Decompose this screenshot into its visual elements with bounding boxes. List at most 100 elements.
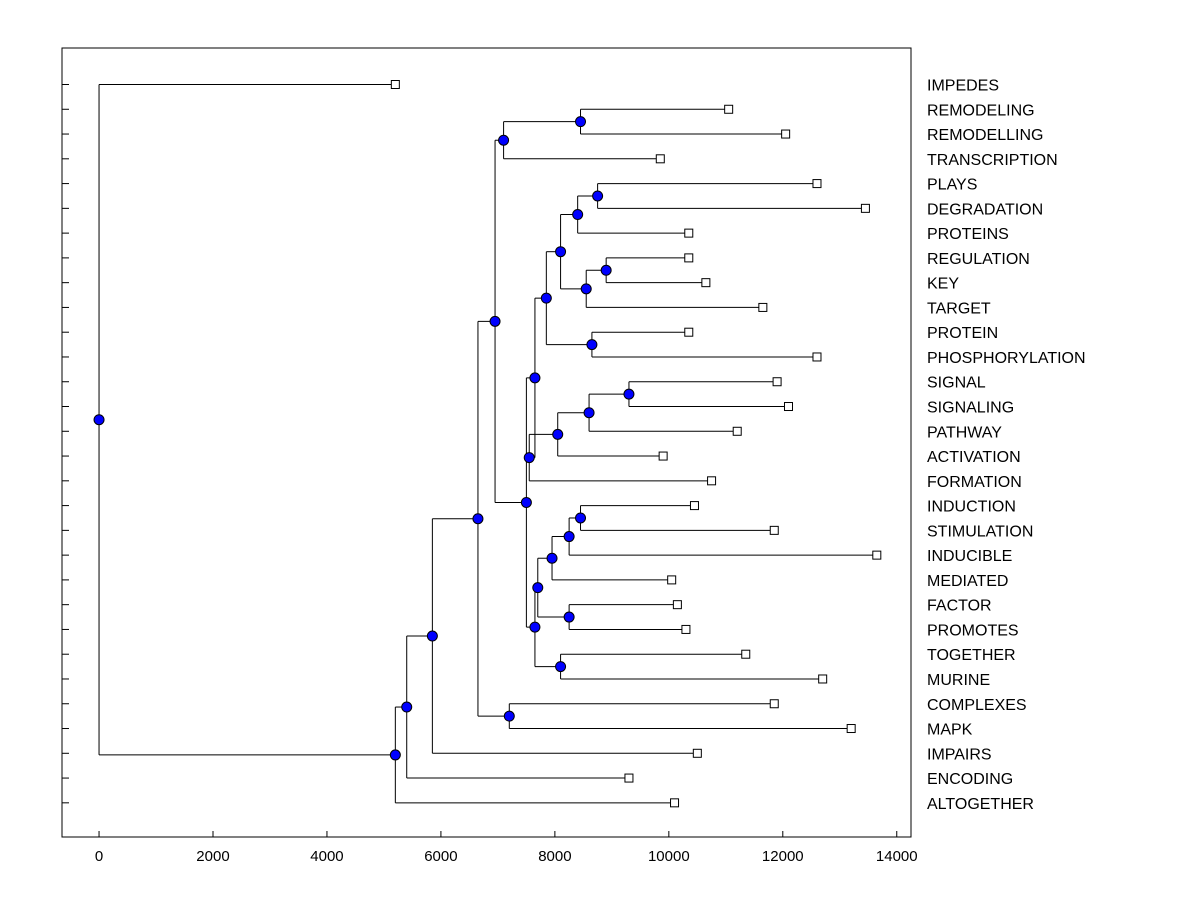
internal-node — [532, 582, 544, 594]
internal-node — [563, 531, 575, 543]
internal-node — [623, 388, 635, 400]
leaf-label: ENCODING — [927, 771, 1013, 788]
leaf-node — [769, 699, 779, 709]
leaf-node — [390, 80, 400, 89]
leaf-node — [667, 575, 677, 585]
leaf-label: PROTEIN — [927, 325, 998, 342]
leaf-node — [769, 525, 779, 535]
leaf-label: IMPAIRS — [927, 746, 992, 763]
leaf-label: MAPK — [927, 722, 973, 739]
leaf-label: DEGRADATION — [927, 201, 1043, 218]
leaf-label: REGULATION — [927, 251, 1030, 268]
internal-node — [592, 190, 604, 202]
leaf-node — [624, 773, 634, 783]
internal-node — [520, 496, 532, 508]
dendrogram-nodes — [93, 80, 882, 808]
leaf-label: SIGNALING — [927, 400, 1014, 417]
leaf-label: PROMOTES — [927, 622, 1019, 639]
leaf-node — [812, 179, 822, 189]
leaf-node — [684, 228, 694, 238]
leaf-label: REMODELLING — [927, 127, 1043, 144]
leaf-node — [701, 278, 711, 288]
internal-node — [389, 749, 401, 761]
internal-node — [540, 292, 552, 304]
x-tick-label: 2000 — [196, 848, 229, 865]
x-tick-label: 12000 — [762, 848, 804, 865]
y-ticks — [62, 84, 69, 804]
leaf-node — [783, 402, 793, 412]
leaf-label: TRANSCRIPTION — [927, 152, 1058, 169]
internal-node — [93, 414, 105, 426]
x-tick-label: 10000 — [648, 848, 690, 865]
internal-node — [555, 246, 567, 258]
leaf-label: IMPEDES — [927, 78, 999, 95]
leaf-node — [741, 649, 751, 659]
leaf-node — [818, 674, 828, 684]
leaf-node — [758, 302, 768, 312]
internal-node — [555, 661, 567, 673]
leaf-node — [732, 426, 742, 436]
leaf-label: TOGETHER — [927, 647, 1016, 664]
internal-node — [426, 630, 438, 642]
x-tick-label: 4000 — [310, 848, 343, 865]
internal-node — [552, 428, 564, 440]
internal-node — [572, 209, 584, 221]
leaf-label: COMPLEXES — [927, 697, 1027, 714]
leaf-node — [812, 352, 822, 362]
leaf-label: PATHWAY — [927, 424, 1002, 441]
leaf-node — [672, 600, 682, 610]
internal-node — [563, 611, 575, 623]
leaf-label: KEY — [927, 276, 959, 293]
leaf-label: PLAYS — [927, 177, 977, 194]
internal-node — [583, 407, 595, 419]
x-tick-label: 8000 — [538, 848, 571, 865]
internal-node — [575, 512, 587, 524]
internal-node — [586, 339, 598, 351]
leaf-node — [655, 154, 665, 164]
internal-node — [489, 315, 501, 327]
leaf-label: ACTIVATION — [927, 449, 1021, 466]
leaf-label: ALTOGETHER — [927, 796, 1034, 813]
internal-node — [546, 552, 558, 564]
leaf-label: INDUCIBLE — [927, 548, 1012, 565]
leaf-node — [724, 104, 734, 114]
plot-frame — [61, 47, 912, 838]
x-tick-label: 0 — [95, 848, 103, 865]
leaf-node — [689, 501, 699, 511]
internal-node — [529, 621, 541, 633]
internal-node — [472, 513, 484, 525]
leaf-label: FACTOR — [927, 598, 992, 615]
leaf-label: TARGET — [927, 300, 991, 317]
leaf-node — [684, 327, 694, 337]
leaf-label: MURINE — [927, 672, 990, 689]
leaf-label: STIMULATION — [927, 523, 1033, 540]
leaf-label: SIGNAL — [927, 375, 986, 392]
leaf-node — [692, 748, 702, 758]
leaf-label: PHOSPHORYLATION — [927, 350, 1086, 367]
internal-node — [600, 264, 612, 276]
leaf-labels: IMPEDES REMODELING REMODELLING TRANSCRIPTIO… — [927, 78, 1086, 813]
internal-node — [498, 134, 510, 146]
x-axis: 0 2000 4000 6000 8000 10000 12000 14000 — [95, 831, 918, 865]
leaf-node — [681, 624, 691, 634]
leaf-node — [872, 550, 882, 560]
leaf-node — [781, 129, 791, 139]
leaf-label: FORMATION — [927, 474, 1022, 491]
internal-node — [503, 710, 515, 722]
internal-node — [529, 372, 541, 384]
leaf-label: PROTEINS — [927, 226, 1009, 243]
internal-node — [575, 116, 587, 128]
leaf-node — [684, 253, 694, 263]
leaf-node — [860, 203, 870, 213]
leaf-node — [707, 476, 717, 486]
internal-node — [580, 283, 592, 295]
leaf-node — [670, 798, 680, 808]
leaf-label: MEDIATED — [927, 573, 1008, 590]
x-tick-label: 14000 — [876, 848, 918, 865]
x-tick-label: 6000 — [424, 848, 457, 865]
internal-node — [523, 452, 535, 464]
leaf-node — [658, 451, 668, 461]
leaf-node — [846, 724, 856, 734]
internal-node — [401, 701, 413, 713]
